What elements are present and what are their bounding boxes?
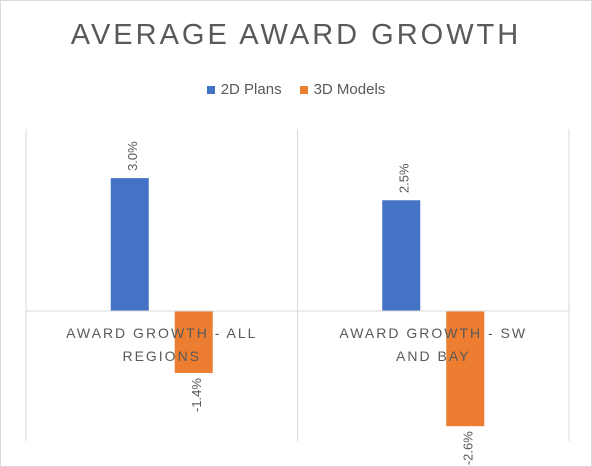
legend-swatch-2d-plans xyxy=(206,85,215,94)
bar-1-0 xyxy=(174,311,213,374)
legend-label-3d-models: 3D Models xyxy=(313,81,386,98)
x-tick-label: AWARD GROWTH - SW xyxy=(339,325,527,341)
data-label: 2.5% xyxy=(397,163,412,193)
data-label: -1.4% xyxy=(189,378,204,412)
data-label: -2.6% xyxy=(461,431,476,465)
bar-0-0 xyxy=(110,178,149,311)
legend: 2D Plans 3D Models xyxy=(1,81,591,98)
x-tick-label: AND BAY xyxy=(396,348,470,364)
x-tick-label: REGIONS xyxy=(122,348,201,364)
data-label: 3.0% xyxy=(125,141,140,171)
legend-label-2d-plans: 2D Plans xyxy=(220,81,282,98)
legend-item-2d-plans: 2D Plans xyxy=(206,81,282,98)
legend-swatch-3d-models xyxy=(299,85,308,94)
bar-1-1 xyxy=(446,311,485,427)
x-tick-label: AWARD GROWTH - ALL xyxy=(66,325,257,341)
bar-0-1 xyxy=(382,200,421,311)
legend-item-3d-models: 3D Models xyxy=(299,81,386,98)
chart-title: AVERAGE AWARD GROWTH xyxy=(70,19,522,51)
